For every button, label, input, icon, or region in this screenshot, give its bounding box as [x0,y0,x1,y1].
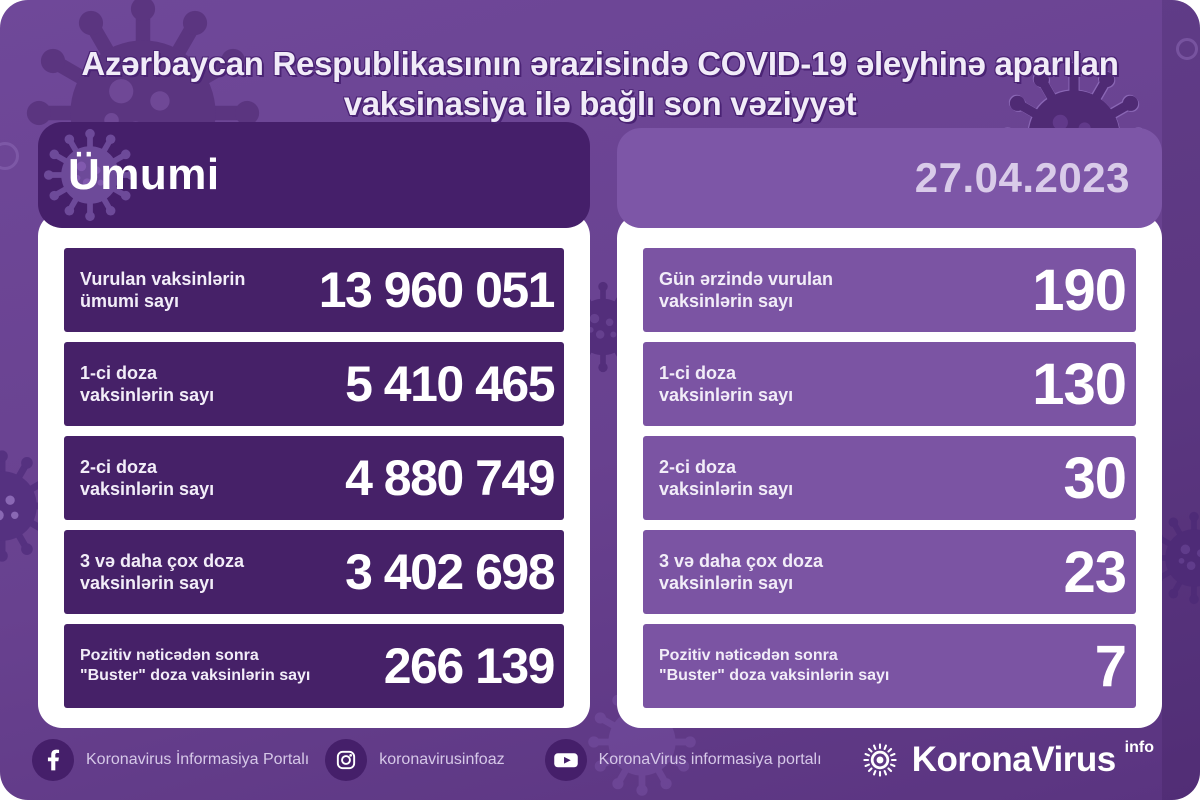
row-label: 1-ci doza vaksinlərin sayı [80,362,215,406]
totals-card: Ümumi Vurulan vaksinlərin ümumi sayı 13 … [38,122,590,728]
row-label: Pozitiv nəticədən sonra "Buster" doza va… [659,647,890,684]
row-label: 1-ci doza vaksinlərin sayı [659,362,794,406]
table-row: 1-ci doza vaksinlərin sayı 5 410 465 [64,342,564,426]
facebook-link[interactable]: Koronavirus İnformasiya Portalı [32,739,309,781]
row-label: Gün ərzində vurulan vaksinlərin sayı [659,268,834,312]
virus-icon [857,737,903,783]
koronavirus-logo: KoronaVirus info [857,737,1154,783]
row-value: 3 402 698 [345,544,555,600]
report-date: 27.04.2023 [914,154,1130,201]
page-title-line2: vaksinasiya ilə bağlı son vəziyyət [343,84,857,122]
brand-superscript: info [1124,739,1154,756]
instagram-label: koronavirusinfoaz [379,751,505,768]
youtube-link[interactable]: KoronaVirus informasiya portalı [544,739,822,781]
instagram-link[interactable]: koronavirusinfoaz [325,739,505,781]
facebook-icon[interactable] [32,739,74,781]
totals-card-body: Vurulan vaksinlərin ümumi sayı 13 960 05… [38,212,590,728]
page-title-line1: Azərbaycan Respublikasının ərazisində CO… [81,45,1119,83]
table-row: Pozitiv nəticədən sonra "Buster" doza va… [64,624,564,708]
row-label: 3 və daha çox doza vaksinlərin sayı [80,550,245,594]
table-row: 2-ci doza vaksinlərin sayı 4 880 749 [64,436,564,520]
youtube-icon[interactable] [544,739,587,781]
row-value: 4 880 749 [345,450,555,506]
table-row: Gün ərzində vurulan vaksinlərin sayı 190 [643,248,1136,332]
daily-card-body: Gün ərzində vurulan vaksinlərin sayı 190… [617,214,1162,728]
daily-card: 27.04.2023 Gün ərzində vurulan vaksinlər… [617,128,1162,728]
totals-card-header: Ümumi [38,122,590,228]
table-row: Pozitiv nəticədən sonra "Buster" doza va… [643,624,1136,708]
circle-decoration [0,142,19,170]
youtube-label: KoronaVirus informasiya portalı [598,751,822,768]
row-label: Vurulan vaksinlərin ümumi sayı [80,268,246,312]
table-row: Vurulan vaksinlərin ümumi sayı 13 960 05… [64,248,564,332]
table-row: 3 və daha çox doza vaksinlərin sayı 3 40… [64,530,564,614]
totals-card-title: Ümumi [68,150,220,199]
facebook-label: Koronavirus İnformasiya Portalı [86,751,310,768]
row-label: 3 və daha çox doza vaksinlərin sayı [659,550,824,594]
daily-card-header: 27.04.2023 [617,128,1162,228]
row-label: Pozitiv nəticədən sonra "Buster" doza va… [80,647,311,684]
table-row: 2-ci doza vaksinlərin sayı 30 [643,436,1136,520]
table-row: 1-ci doza vaksinlərin sayı 130 [643,342,1136,426]
instagram-icon[interactable] [325,739,368,781]
circle-decoration [1176,38,1198,60]
row-value: 190 [1032,257,1127,323]
table-row: 3 və daha çox doza vaksinlərin sayı 23 [643,530,1136,614]
row-value: 5 410 465 [345,356,555,412]
brand-name: KoronaVirus [911,740,1116,779]
page-title: Azərbaycan Respublikasının ərazisində CO… [0,44,1200,123]
footer: Koronavirus İnformasiya Portalı koronavi… [0,728,1200,800]
row-value: 266 139 [383,638,556,694]
row-value: 30 [1063,445,1127,511]
row-value: 13 960 051 [318,262,556,318]
row-label: 2-ci doza vaksinlərin sayı [80,456,215,500]
row-label: 2-ci doza vaksinlərin sayı [659,456,794,500]
row-value: 130 [1032,351,1127,417]
row-value: 7 [1094,633,1127,699]
row-value: 23 [1063,539,1127,605]
